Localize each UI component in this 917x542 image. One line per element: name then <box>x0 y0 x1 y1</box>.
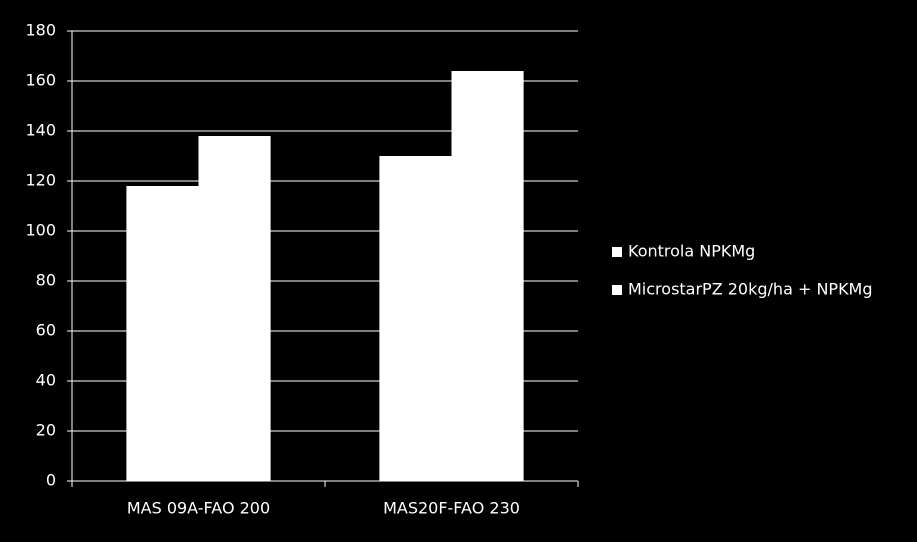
bar <box>451 71 524 481</box>
y-tick-label: 60 <box>36 321 56 340</box>
y-tick-label: 180 <box>25 21 56 40</box>
y-tick-label: 40 <box>36 371 56 390</box>
legend-swatch <box>612 247 622 257</box>
y-tick-label: 120 <box>25 171 56 190</box>
y-tick-label: 0 <box>46 471 56 490</box>
y-tick-label: 100 <box>25 221 56 240</box>
y-tick-label: 80 <box>36 271 56 290</box>
bar <box>198 136 271 481</box>
bar <box>126 186 199 481</box>
y-tick-label: 20 <box>36 421 56 440</box>
bar <box>379 156 452 481</box>
legend-label: MicrostarPZ 20kg/ha + NPKMg <box>628 280 873 299</box>
legend-label: Kontrola NPKMg <box>628 242 755 261</box>
legend-swatch <box>612 285 622 295</box>
x-tick-label: MAS 09A-FAO 200 <box>127 499 270 518</box>
y-tick-label: 160 <box>25 71 56 90</box>
x-tick-label: MAS20F-FAO 230 <box>383 499 520 518</box>
y-tick-label: 140 <box>25 121 56 140</box>
